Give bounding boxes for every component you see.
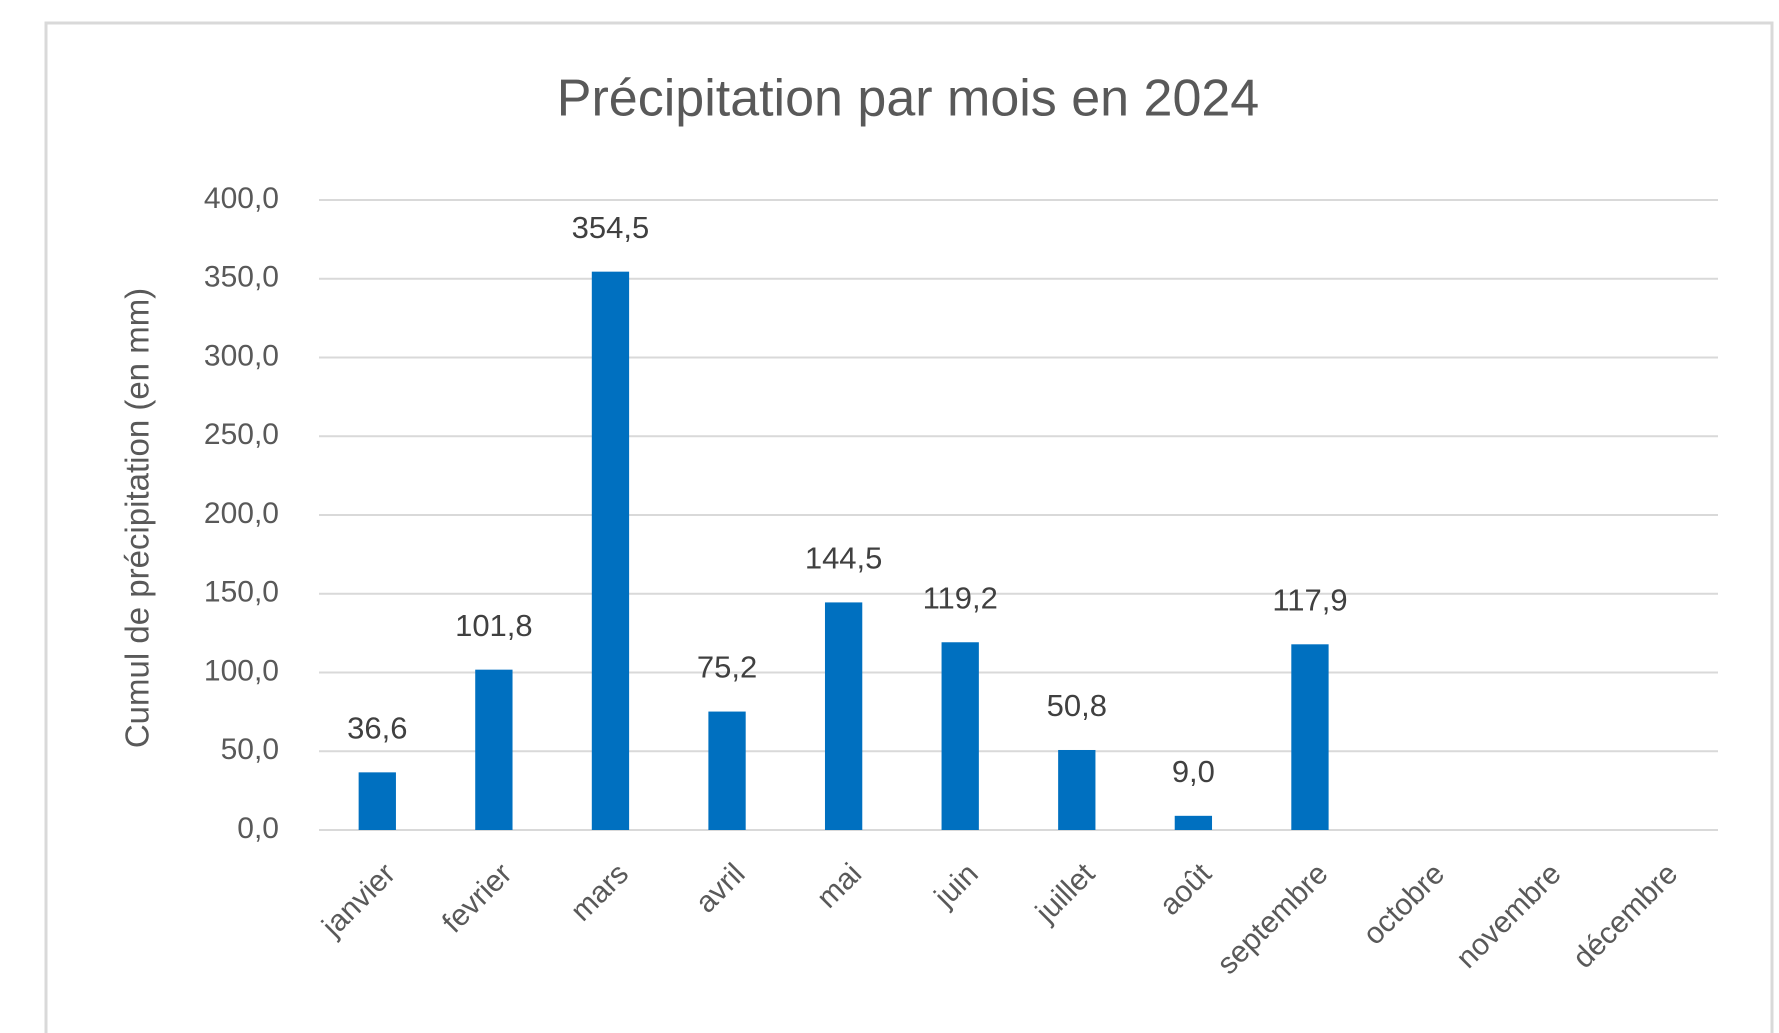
y-tick-label: 350,0 bbox=[204, 261, 279, 294]
y-tick-label: 300,0 bbox=[204, 339, 279, 372]
y-tick-label: 250,0 bbox=[204, 418, 279, 451]
value-label: 354,5 bbox=[572, 210, 650, 245]
value-label: 36,6 bbox=[347, 711, 407, 746]
value-label: 101,8 bbox=[455, 608, 533, 643]
bar bbox=[941, 642, 979, 830]
chart-frame bbox=[44, 21, 1774, 1033]
value-label: 117,9 bbox=[1272, 582, 1347, 617]
bar bbox=[824, 602, 863, 830]
bar bbox=[1174, 815, 1213, 830]
bar bbox=[708, 711, 746, 830]
value-label: 9,0 bbox=[1172, 754, 1215, 789]
bar bbox=[358, 772, 396, 830]
bar bbox=[475, 669, 513, 830]
value-label: 119,2 bbox=[923, 580, 998, 615]
y-tick-label: 150,0 bbox=[204, 576, 279, 609]
y-tick-label: 200,0 bbox=[204, 497, 279, 530]
y-axis-label: Cumul de précipitation (en mm) bbox=[119, 288, 156, 748]
bar bbox=[1058, 749, 1096, 830]
chart-title: Précipitation par mois en 2024 bbox=[557, 70, 1259, 128]
y-tick-label: 50,0 bbox=[221, 733, 279, 766]
y-tick-label: 0,0 bbox=[237, 812, 279, 845]
y-tick-label: 400,0 bbox=[204, 182, 279, 215]
value-label: 75,2 bbox=[697, 650, 757, 685]
value-label: 144,5 bbox=[805, 541, 883, 576]
value-label: 50,8 bbox=[1047, 688, 1107, 723]
bar bbox=[591, 271, 630, 831]
bar bbox=[1291, 644, 1329, 830]
y-tick-label: 100,0 bbox=[204, 654, 279, 687]
